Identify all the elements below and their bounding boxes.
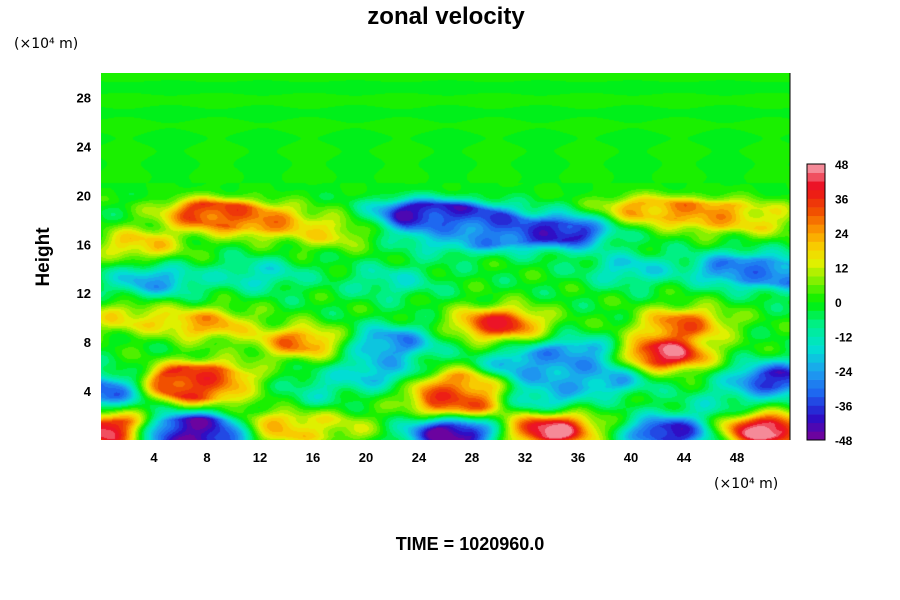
x-tick-label: 44 xyxy=(677,450,692,465)
x-tick-label: 36 xyxy=(571,450,585,465)
colorbar-band xyxy=(807,422,825,432)
colorbar-band xyxy=(807,207,825,217)
y-tick-label: 24 xyxy=(77,139,92,154)
colorbar-band xyxy=(807,336,825,346)
colorbar-tick-label: -12 xyxy=(835,331,853,345)
colorbar-band xyxy=(807,405,825,415)
x-tick-label: 4 xyxy=(150,450,158,465)
colorbar-band xyxy=(807,414,825,424)
colorbar-band xyxy=(807,284,825,294)
y-axis-unit: (×10⁴ m) xyxy=(14,36,78,52)
colorbar-band xyxy=(807,181,825,191)
colorbar-band xyxy=(807,371,825,380)
colorbar-tick-label: -36 xyxy=(835,400,853,414)
colorbar-band xyxy=(807,164,825,173)
colorbar-band xyxy=(807,310,825,320)
colorbar-band xyxy=(807,327,825,337)
colorbar-band xyxy=(807,379,825,389)
colorbar: 48 36 24 12 0 -12 -24 -36 -48 xyxy=(806,158,853,448)
colorbar-band xyxy=(807,293,825,303)
chart-title: zonal velocity xyxy=(367,3,525,30)
heatmap-raster-holder xyxy=(101,73,790,440)
colorbar-band xyxy=(807,224,825,234)
colorbar-tick-label: 12 xyxy=(835,262,849,276)
plot-area xyxy=(101,73,791,440)
x-tick-label: 28 xyxy=(465,450,479,465)
y-tick-label: 20 xyxy=(77,188,91,203)
x-tick-label: 48 xyxy=(730,450,744,465)
colorbar-tick-label: -24 xyxy=(835,365,853,379)
y-axis-ticks: 4 8 12 16 20 24 28 xyxy=(77,90,92,399)
colorbar-tick-label: 24 xyxy=(835,227,849,241)
colorbar-tick-label: 36 xyxy=(835,193,849,207)
colorbar-tick-label: -48 xyxy=(835,434,853,448)
colorbar-band xyxy=(807,302,825,311)
x-tick-label: 20 xyxy=(359,450,373,465)
colorbar-band xyxy=(807,250,825,260)
time-label: TIME = 1020960.0 xyxy=(396,534,545,554)
colorbar-band xyxy=(807,362,825,372)
x-axis-ticks: 4 8 12 16 20 24 28 32 36 40 44 48 xyxy=(150,450,744,465)
x-axis-unit: (×10⁴ m) xyxy=(714,476,778,492)
colorbar-band xyxy=(807,353,825,363)
y-tick-label: 28 xyxy=(77,90,91,105)
colorbar-band xyxy=(807,233,825,242)
colorbar-band xyxy=(807,258,825,268)
colorbar-frame xyxy=(806,163,826,441)
x-tick-label: 32 xyxy=(518,450,532,465)
y-tick-label: 16 xyxy=(77,237,91,252)
colorbar-band xyxy=(807,172,825,182)
colorbar-band xyxy=(807,319,825,329)
colorbar-ticks: 48 36 24 12 0 -12 -24 -36 -48 xyxy=(835,158,853,448)
colorbar-band xyxy=(807,215,825,225)
colorbar-tick-label: 48 xyxy=(835,158,849,172)
y-tick-label: 12 xyxy=(77,286,91,301)
x-tick-label: 24 xyxy=(412,450,427,465)
colorbar-band xyxy=(807,241,825,251)
colorbar-bands xyxy=(807,164,825,441)
x-tick-label: 12 xyxy=(253,450,267,465)
colorbar-band xyxy=(807,276,825,286)
colorbar-band xyxy=(807,189,825,199)
colorbar-band xyxy=(807,388,825,398)
colorbar-band xyxy=(807,267,825,277)
colorbar-band xyxy=(807,431,825,441)
colorbar-tick-label: 0 xyxy=(835,296,842,310)
y-tick-label: 4 xyxy=(84,384,92,399)
x-tick-label: 16 xyxy=(306,450,320,465)
x-tick-label: 8 xyxy=(203,450,210,465)
heatmap-field xyxy=(101,73,790,440)
colorbar-band xyxy=(807,198,825,208)
y-axis-label: Height xyxy=(33,227,54,287)
x-tick-label: 40 xyxy=(624,450,638,465)
colorbar-band xyxy=(807,396,825,406)
colorbar-band xyxy=(807,345,825,355)
y-tick-label: 8 xyxy=(84,335,91,350)
